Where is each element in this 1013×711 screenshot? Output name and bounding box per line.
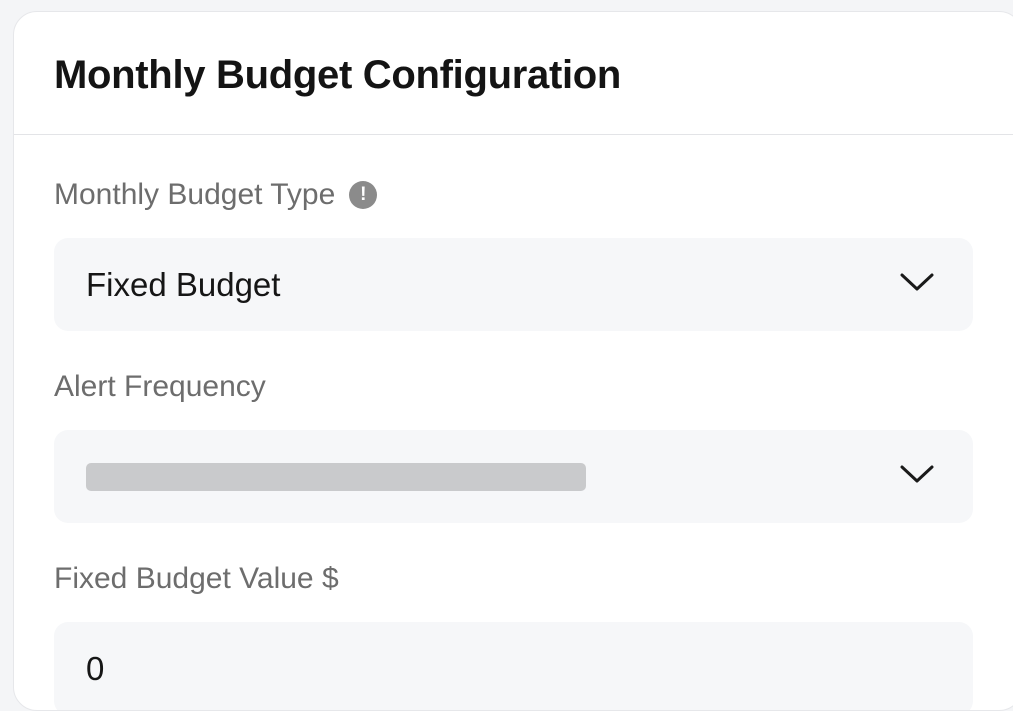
- budget-config-card: Monthly Budget Configuration Monthly Bud…: [13, 11, 1013, 711]
- budget-type-selected-value: Fixed Budget: [86, 266, 281, 303]
- card-header: Monthly Budget Configuration: [14, 12, 1013, 135]
- chevron-down-icon: [900, 465, 934, 483]
- fixed-budget-value-input[interactable]: 0: [54, 622, 973, 710]
- card-title: Monthly Budget Configuration: [54, 53, 622, 97]
- budget-type-select[interactable]: Fixed Budget: [54, 238, 973, 331]
- alert-frequency-loading-skeleton: [86, 463, 586, 491]
- alert-frequency-select[interactable]: [54, 430, 973, 523]
- fixed-budget-value-text: 0: [86, 650, 105, 687]
- fixed-budget-value-label-text: Fixed Budget Value $: [54, 562, 339, 595]
- info-icon[interactable]: !: [349, 181, 378, 209]
- budget-type-label-text: Monthly Budget Type: [54, 178, 336, 211]
- alert-frequency-label: Alert Frequency: [54, 369, 266, 405]
- chevron-down-icon: [900, 273, 934, 291]
- budget-type-label: Monthly Budget Type !: [54, 177, 378, 213]
- fixed-budget-value-label: Fixed Budget Value $: [54, 561, 339, 597]
- alert-frequency-label-text: Alert Frequency: [54, 370, 266, 403]
